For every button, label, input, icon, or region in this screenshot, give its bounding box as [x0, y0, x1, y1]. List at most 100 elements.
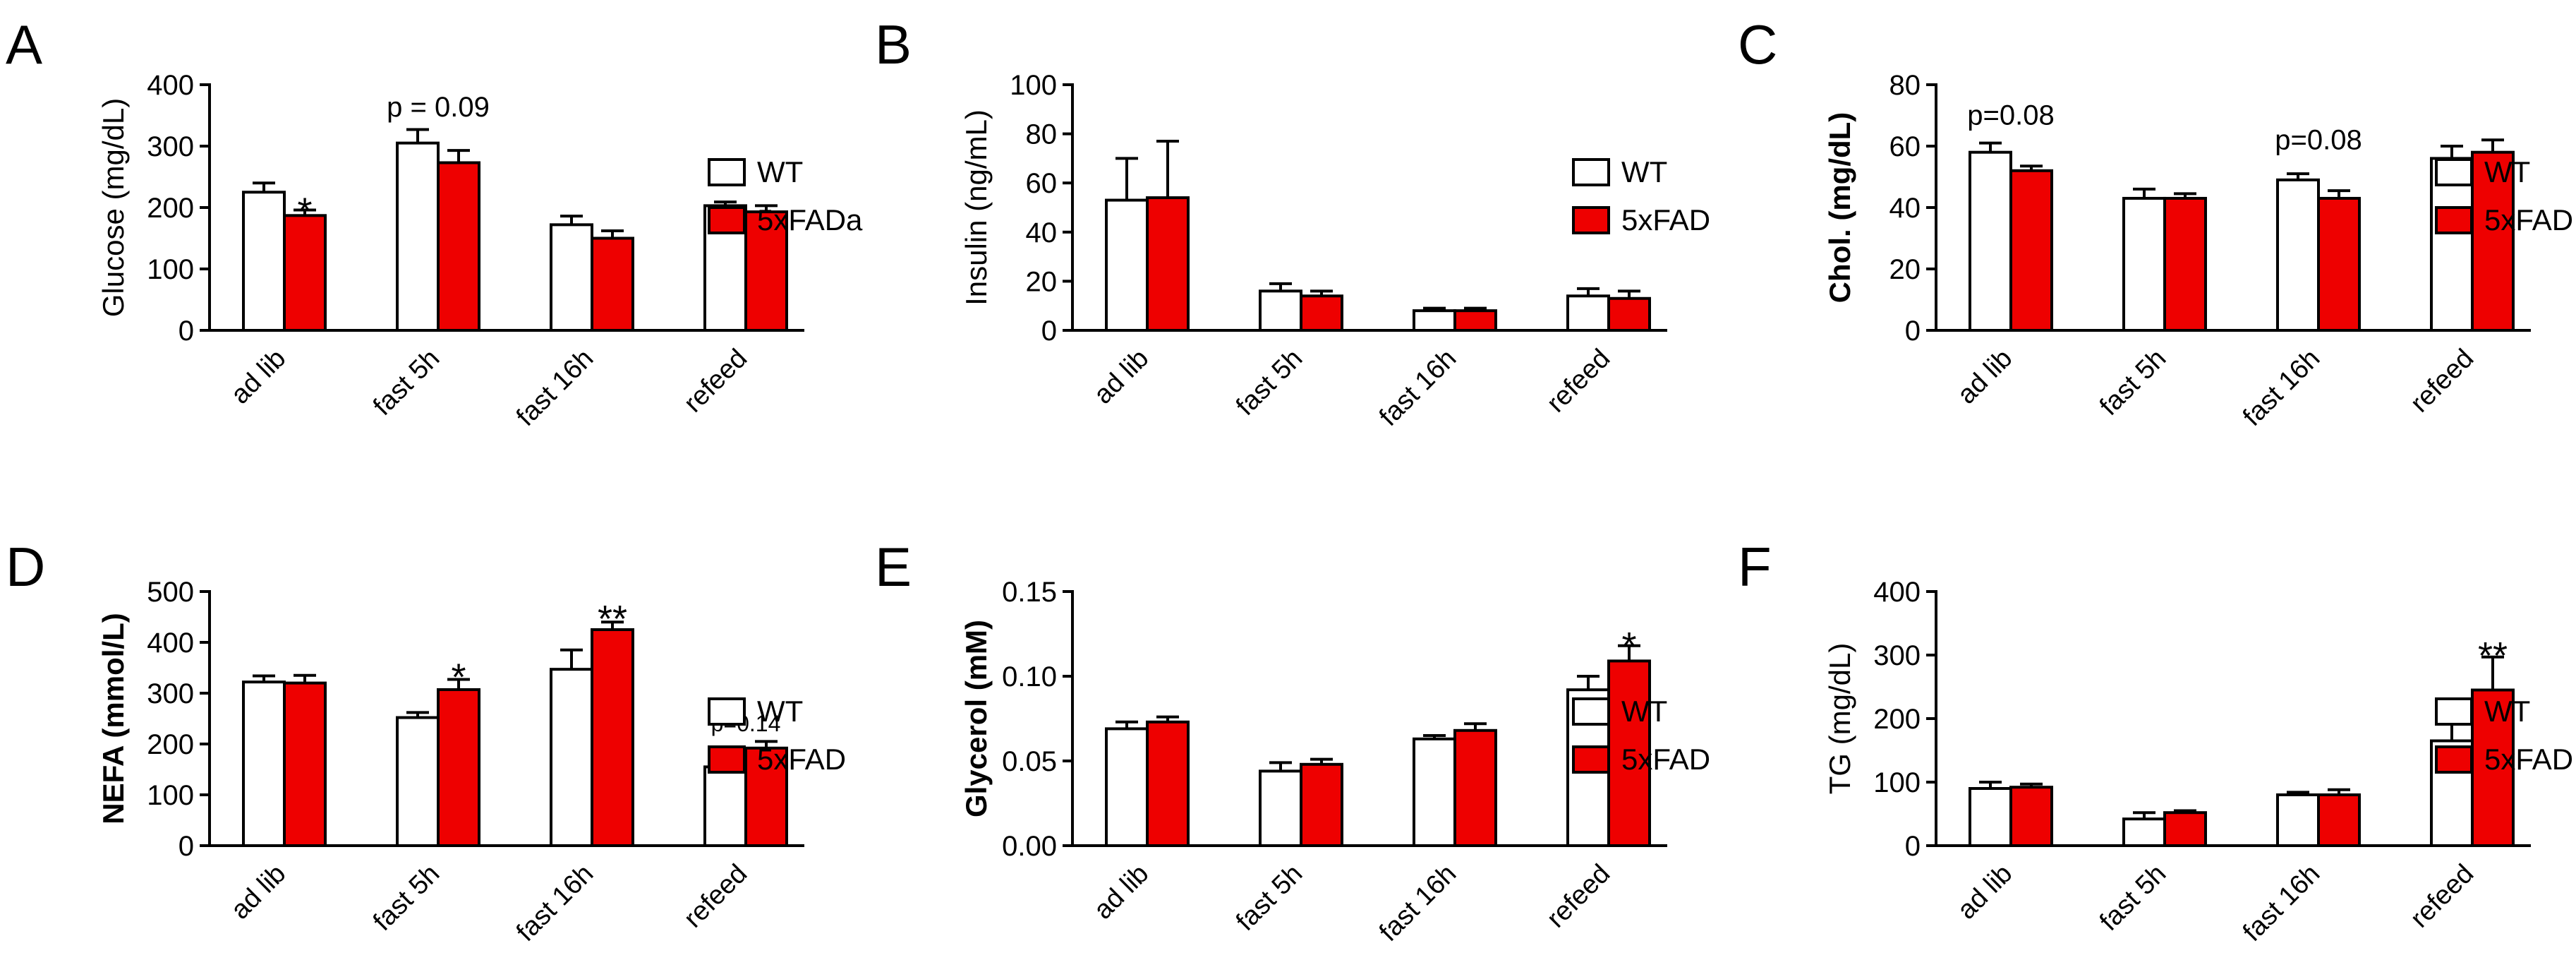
bar-fad: [1300, 294, 1343, 332]
y-tick-label: 200: [1873, 704, 1921, 735]
y-tick-label: 0: [179, 831, 194, 862]
bar-fad: [744, 746, 788, 848]
bar-fad: [2009, 169, 2053, 332]
significance-annotation: p=0.08: [1967, 100, 2054, 131]
y-axis-label: Insulin (ng/mL): [960, 109, 993, 306]
legend-swatch-wt: [1572, 697, 1610, 726]
bar-fad: [283, 214, 327, 332]
legend-swatch-wt: [2435, 158, 2473, 186]
bar-wt: [242, 191, 286, 332]
legend-label: 5xFAD: [1621, 743, 1710, 776]
y-tick-label: 0.15: [1002, 577, 1057, 608]
bar-fad: [437, 688, 480, 848]
legend: WT 5xFAD: [1572, 695, 1710, 776]
legend-label: WT: [757, 695, 803, 728]
y-tick-label: 200: [147, 193, 194, 224]
bar-fad: [437, 161, 480, 332]
y-tick-label: 0: [1905, 316, 1921, 347]
x-category-label: fast 5h: [2094, 859, 2172, 937]
panel-e: E 0.00 0.05 0.10 0.15 Glycerol (mM) ad lib fast…: [875, 536, 1710, 947]
x-category-label: refeed: [678, 344, 753, 419]
panel-d: D 0 100 200 300 400 500 NEFA (mmol/L) ad lib fast…: [6, 536, 846, 947]
panel-f: F 0 100 200 300 400 TG (mg/dL) ad lib fast 5h fas…: [1738, 536, 2573, 947]
y-axis-label: Glycerol (mM): [960, 620, 993, 817]
bar-fad: [1453, 309, 1497, 332]
bar-fad: [1146, 196, 1190, 332]
bar-wt: [396, 141, 440, 332]
x-category-label: fast 16h: [2237, 344, 2326, 432]
legend-label: WT: [2484, 155, 2530, 188]
significance-annotation: *: [451, 656, 466, 699]
bar-wt: [2122, 196, 2166, 332]
x-category-label: fast 16h: [2237, 859, 2326, 947]
x-category-label: refeed: [1541, 344, 1616, 419]
x-category-label: ad lib: [1952, 344, 2018, 410]
legend-label: WT: [1621, 155, 1667, 188]
legend: WT 5xFAD: [708, 695, 846, 776]
bar-wt: [2122, 817, 2166, 847]
y-tick-label: 100: [147, 254, 194, 285]
y-tick-label: 20: [1026, 266, 1058, 297]
legend-swatch-wt: [1572, 158, 1610, 186]
y-tick-label: 400: [1873, 577, 1921, 608]
x-category-label: ad lib: [225, 344, 291, 410]
legend: WT 5xFADa: [708, 155, 863, 236]
bar-wt: [2276, 793, 2320, 847]
panel-letter: F: [1738, 536, 1772, 598]
bar-fad: [1300, 762, 1343, 848]
bar-fad: [2009, 786, 2053, 847]
bar-wt: [2430, 157, 2474, 332]
bar-fad: [2471, 688, 2515, 847]
x-category-label: refeed: [678, 859, 753, 934]
x-category-label: fast 16h: [1374, 859, 1462, 947]
bar-fad: [283, 681, 327, 847]
x-category-label: fast 5h: [1230, 344, 1308, 421]
legend-swatch-fad: [1572, 206, 1610, 234]
significance-annotation: p=0.08: [2275, 124, 2362, 155]
legend: WT 5xFAD: [1572, 155, 1710, 236]
y-axis-label: TG (mg/dL): [1823, 643, 1856, 795]
y-tick-label: 100: [1873, 767, 1921, 798]
bar-wt: [550, 223, 593, 332]
bar-wt: [1259, 289, 1302, 332]
y-axis-label: NEFA (mmol/L): [97, 613, 130, 824]
y-tick-label: 300: [1873, 640, 1921, 671]
panel-letter: B: [875, 13, 912, 76]
y-tick-label: 100: [147, 780, 194, 811]
x-category-label: fast 16h: [511, 344, 599, 432]
y-tick-label: 400: [147, 70, 194, 101]
x-category-label: fast 16h: [1374, 344, 1462, 432]
y-tick-label: 0.00: [1002, 831, 1057, 862]
y-tick-label: 0: [1041, 316, 1057, 347]
y-tick-label: 80: [1889, 70, 1921, 101]
significance-annotation: p = 0.09: [387, 92, 490, 123]
bar-wt: [396, 716, 440, 847]
panel-b: B 0 20 40 60 80 100 Insulin (ng/mL) ad lib fast 5…: [875, 13, 1710, 432]
bar-wt: [1105, 198, 1149, 332]
significance-annotation: **: [598, 598, 627, 640]
y-tick-label: 0: [179, 316, 194, 347]
legend-swatch-wt: [708, 697, 746, 726]
y-tick-label: 200: [147, 729, 194, 760]
bar-wt: [1413, 737, 1456, 848]
y-tick-label: 40: [1026, 217, 1058, 248]
y-tick-label: 0: [1905, 831, 1921, 862]
x-category-label: fast 5h: [2094, 344, 2172, 421]
x-category-label: fast 16h: [511, 859, 599, 947]
bar-fad: [2317, 793, 2361, 847]
x-category-label: ad lib: [225, 859, 291, 925]
y-tick-label: 500: [147, 577, 194, 608]
bar-fad: [1607, 296, 1651, 332]
panel-c: C 0 20 40 60 80 Chol. (mg/dL) ad lib fast 5h fast…: [1738, 13, 2573, 432]
y-axis-label: Chol. (mg/dL): [1823, 112, 1856, 304]
significance-annotation: *: [297, 191, 312, 233]
x-category-label: ad lib: [1952, 859, 2018, 925]
y-tick-label: 60: [1026, 168, 1058, 199]
bar-fad: [1453, 728, 1497, 848]
y-tick-label: 300: [147, 678, 194, 709]
legend-label: WT: [1621, 695, 1667, 728]
x-category-label: refeed: [1541, 859, 1616, 934]
y-axis-label: Glucose (mg/dL): [97, 98, 130, 317]
legend-swatch-wt: [2435, 697, 2473, 726]
